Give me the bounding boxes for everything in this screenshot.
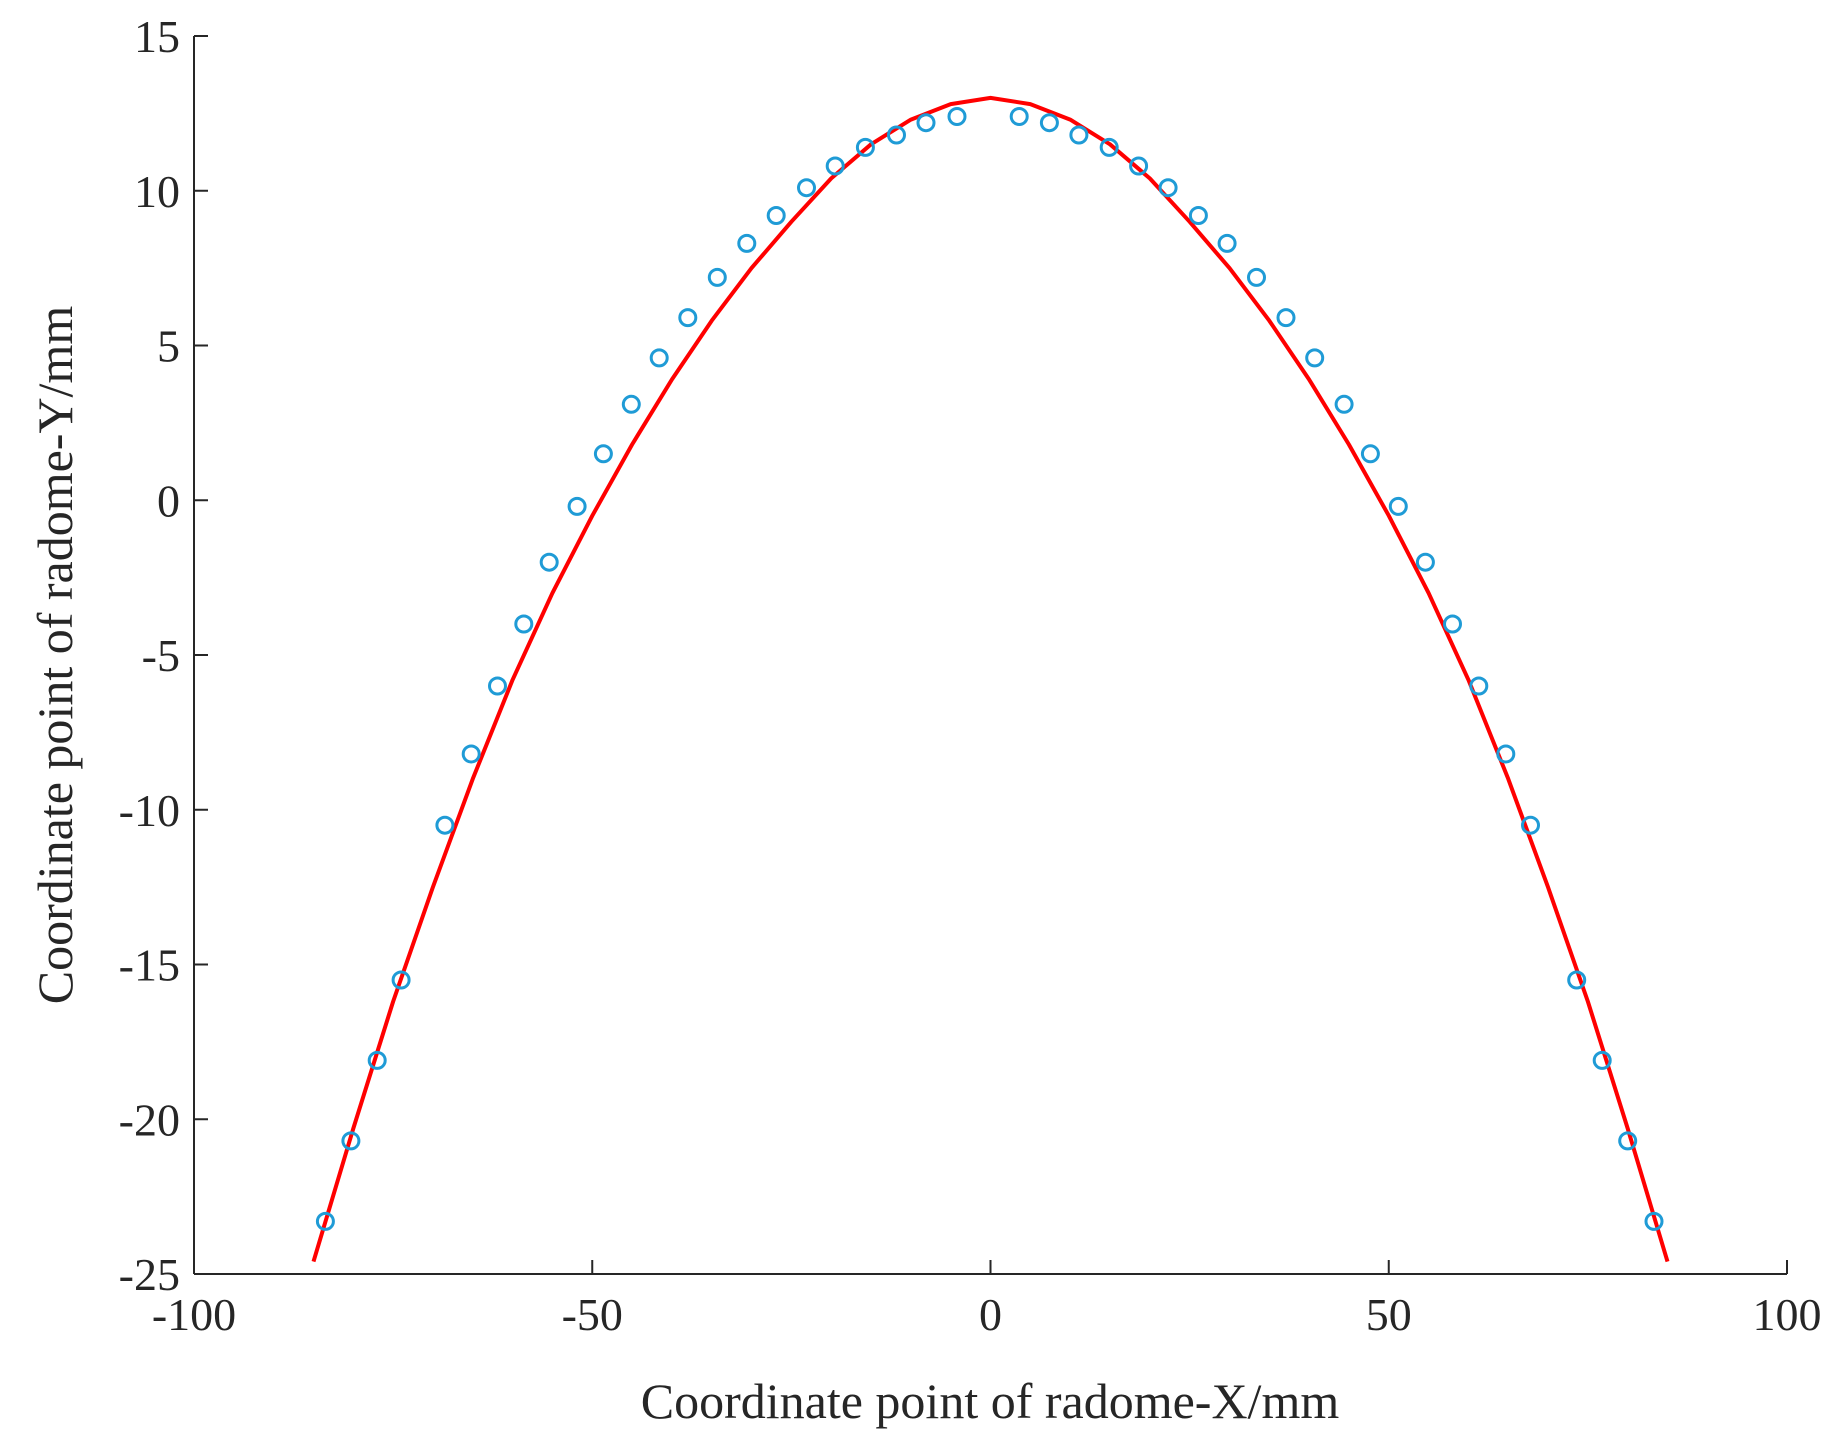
scatter-point: [1158, 178, 1178, 198]
scatter-point: [1567, 970, 1587, 990]
scatter-point: [737, 233, 757, 253]
x-tick-label: 100: [1753, 1289, 1822, 1340]
fitted-curve-line: [311, 95, 1670, 1263]
scatter-point: [797, 178, 816, 198]
scatter-point: [649, 348, 669, 368]
scatter-point: [887, 125, 906, 145]
scatter-point: [1443, 614, 1462, 634]
scatter-point: [916, 113, 936, 133]
scatter-point: [1644, 1211, 1664, 1231]
scatter-point: [1217, 233, 1237, 253]
scatter-point: [488, 676, 507, 696]
scatter-point: [514, 614, 534, 634]
scatter-point: [341, 1131, 361, 1151]
y-tick-label: -25: [119, 1249, 180, 1300]
scatter-point: [1129, 156, 1149, 176]
x-tick-label: 50: [1366, 1289, 1412, 1340]
y-axis-ticks: 15 10 5 0 -5 -10 -15 -20 -25: [119, 11, 208, 1300]
scatter-point: [367, 1050, 387, 1070]
y-tick-label: -20: [119, 1094, 180, 1145]
scatter-point: [1521, 815, 1540, 835]
y-tick-label: 0: [157, 475, 180, 526]
scatter-point: [1188, 206, 1208, 225]
y-tick-label: 15: [134, 11, 180, 62]
scatter-point: [678, 308, 698, 328]
scatter-point: [539, 552, 559, 572]
scatter-point: [855, 137, 875, 157]
plot-area: [193, 36, 1787, 1275]
scatter-point: [621, 394, 641, 414]
scatter-point: [435, 815, 455, 835]
series-layer: [311, 95, 1670, 1263]
y-tick-label: -5: [142, 630, 180, 681]
scatter-point: [766, 206, 786, 225]
x-tick-label: -100: [152, 1289, 236, 1340]
scatter-point: [1415, 552, 1435, 572]
scatter-point: [1305, 348, 1325, 368]
x-axis-label: Coordinate point of radome-X/mm: [641, 1373, 1340, 1429]
scatter-point: [1247, 267, 1266, 287]
scatter-point: [1388, 496, 1408, 516]
scatter-point: [1099, 137, 1119, 157]
scatter-point: [1360, 444, 1380, 464]
x-tick-label: 0: [979, 1289, 1002, 1340]
scatter-point: [707, 267, 727, 287]
scatter-point: [1618, 1131, 1638, 1151]
scatter-point: [825, 156, 845, 176]
scatter-point: [391, 970, 411, 990]
y-tick-label: 10: [134, 166, 180, 217]
scatter-point: [947, 107, 967, 126]
y-tick-label: -15: [119, 940, 180, 991]
y-tick-label: 5: [157, 321, 180, 372]
scatter-point: [1039, 113, 1059, 133]
y-tick-label: -10: [119, 785, 180, 836]
scatter-point: [315, 1211, 335, 1231]
x-axis-ticks: -100 -50 0 50 100: [152, 1260, 1822, 1340]
scatter-point: [1009, 107, 1029, 126]
scatter-point: [1592, 1050, 1612, 1070]
scatter-point: [1334, 394, 1354, 414]
scatter-point: [1069, 125, 1089, 145]
scatter-point: [461, 744, 481, 764]
scatter-point: [1496, 744, 1516, 764]
scatter-point: [593, 444, 613, 464]
scatter-point: [1276, 308, 1296, 328]
scatter-point: [567, 496, 587, 516]
y-axis-label: Coordinate point of radome-Y/mm: [27, 306, 83, 1005]
x-tick-label: -50: [562, 1289, 623, 1340]
scatter-point: [1469, 676, 1489, 696]
